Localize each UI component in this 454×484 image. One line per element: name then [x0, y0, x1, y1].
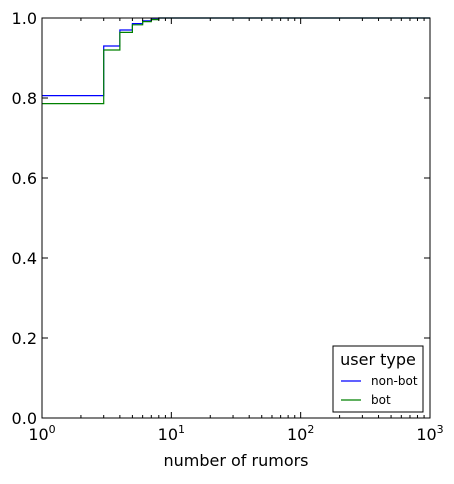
x-tick-label: 102 [287, 423, 314, 444]
y-tick-label: 0.0 [12, 409, 37, 428]
plot-frame [41, 17, 431, 419]
y-tick-label: 0.6 [12, 169, 37, 188]
ticks-layer: 100 101 102 103 0.0 0.2 0.4 0.6 0.8 1.0 [12, 9, 444, 444]
legend-box [332, 345, 424, 413]
legend-label-bot: bot [371, 393, 391, 407]
legend-title: user type [340, 350, 416, 369]
series-line-non-bot [42, 17, 430, 97]
y-tick-label: 1.0 [12, 9, 37, 28]
y-tick-label: 0.4 [12, 249, 37, 268]
y-tick-label: 0.2 [12, 329, 37, 348]
x-axis-label: number of rumors [163, 451, 308, 470]
x-tick-label: 100 [28, 423, 55, 444]
x-tick-label: 103 [416, 423, 443, 444]
series-line-bot [42, 17, 430, 105]
series-layer [42, 17, 430, 105]
x-tick-label: 101 [158, 423, 185, 444]
legend: user type non-bot bot [332, 345, 424, 413]
y-tick-label: 0.8 [12, 89, 37, 108]
legend-label-non-bot: non-bot [371, 374, 418, 388]
